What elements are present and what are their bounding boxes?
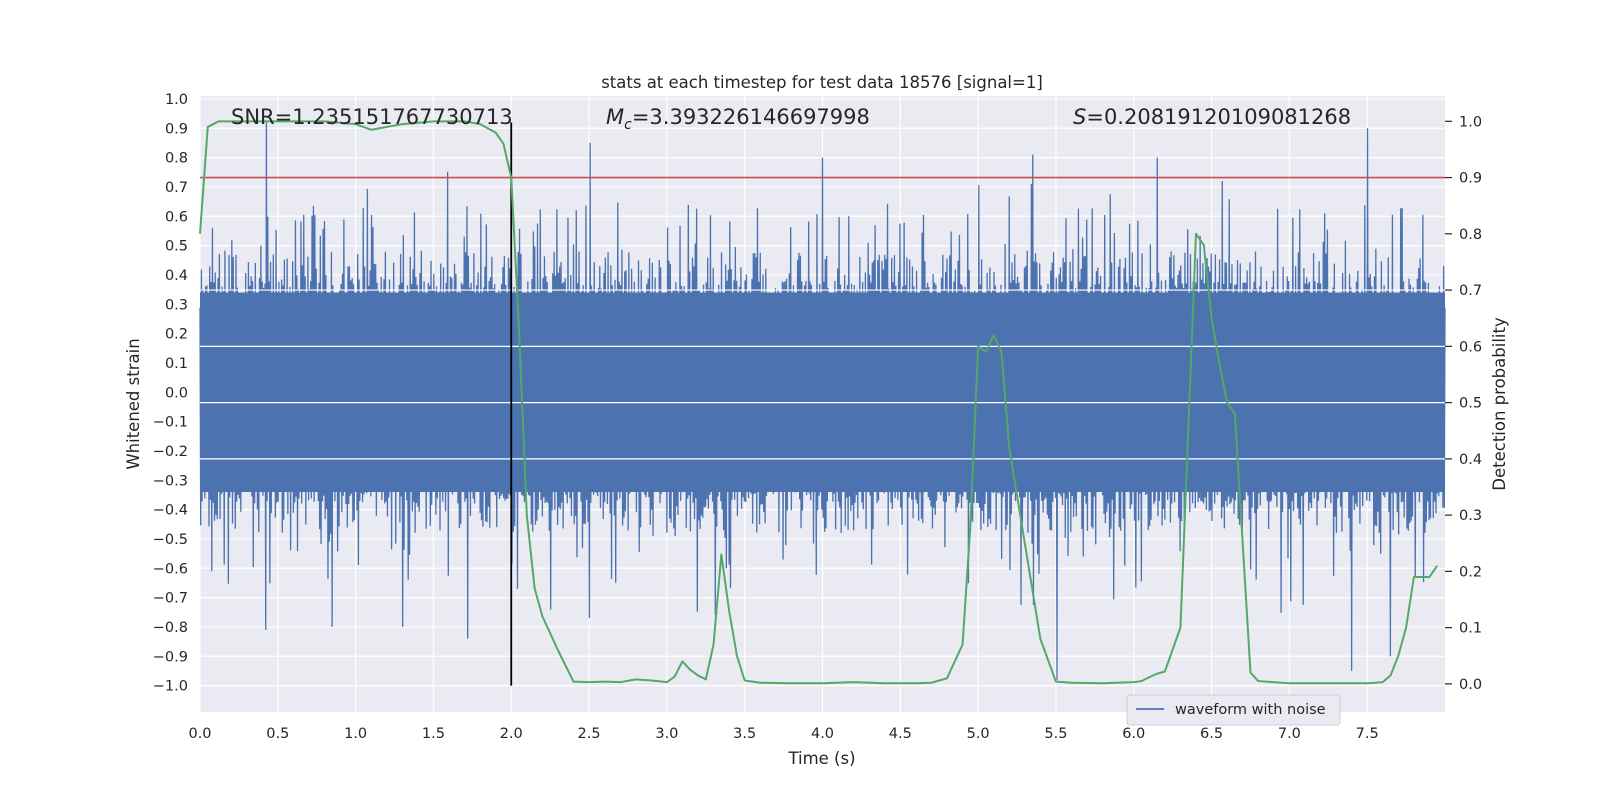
- x-tick-label: 2.5: [578, 726, 601, 742]
- right-tick-labels: 1.0 0.9 0.8 0.7 0.6 0.5 0.4 0.3 0.2 0.1 0.0: [1445, 114, 1482, 693]
- s-symbol: S: [1073, 105, 1086, 129]
- y-tick-label: 0.8: [165, 151, 188, 167]
- legend: waveform with noise: [1126, 694, 1341, 726]
- y-tick-label: −0.2: [153, 444, 188, 460]
- chirp-mass-subscript: c: [624, 117, 632, 133]
- x-tick-label: 4.0: [811, 726, 834, 742]
- x-tick-label: 5.5: [1044, 726, 1067, 742]
- chirp-mass-value: =3.393226146697998: [632, 105, 870, 129]
- y-tick-label: −0.6: [153, 561, 188, 577]
- x-tick-label: 3.5: [733, 726, 756, 742]
- x-tick-label: 2.0: [500, 726, 523, 742]
- probability-series: [199, 120, 1439, 685]
- y-tick-label: 0.1: [165, 356, 188, 372]
- right-axis-label: Detection probability: [1490, 317, 1509, 491]
- y-tick-label: −0.1: [153, 415, 188, 431]
- x-tick-label: 5.0: [967, 726, 990, 742]
- y-tick-label: −0.9: [153, 649, 188, 665]
- y2-tick-label: 0.2: [1459, 564, 1482, 580]
- y-tick-label: 0.6: [165, 209, 188, 225]
- y2-tick-label: 0.4: [1459, 452, 1482, 468]
- y-tick-label: 0.5: [165, 239, 188, 255]
- probability-line: [199, 120, 1439, 685]
- x-tick-label: 3.0: [655, 726, 678, 742]
- x-tick-label: 0.5: [266, 726, 289, 742]
- s-annotation: S=0.20819120109081268: [1073, 105, 1351, 129]
- chirp-mass-annotation: Mc=3.393226146697998: [606, 105, 870, 133]
- x-tick-label: 6.0: [1122, 726, 1145, 742]
- y-tick-labels: 1.0 0.9 0.8 0.7 0.6 0.5 0.4 0.3 0.2 0.1 0.0 −0.1 −0.…: [153, 92, 188, 695]
- y2-tick-label: 0.8: [1459, 227, 1482, 243]
- y2-tick-label: 0.1: [1459, 621, 1482, 637]
- y-tick-label: 0.7: [165, 180, 188, 196]
- y-tick-label: 0.4: [165, 268, 188, 284]
- x-tick-label: 6.5: [1200, 726, 1223, 742]
- chirp-mass-symbol: M: [606, 105, 624, 129]
- y2-tick-label: 1.0: [1459, 114, 1482, 130]
- y-tick-label: −0.4: [153, 503, 188, 519]
- y2-tick-label: 0.6: [1459, 339, 1482, 355]
- y-tick-label: 0.9: [165, 121, 188, 137]
- y-tick-label: 0.2: [165, 327, 188, 343]
- legend-box: [1126, 694, 1341, 726]
- y-tick-label: 1.0: [165, 92, 188, 108]
- y2-tick-label: 0.0: [1459, 677, 1482, 693]
- x-tick-label: 1.5: [422, 726, 445, 742]
- y-axis-label: Whitened strain: [124, 338, 143, 469]
- y-tick-label: −1.0: [153, 679, 188, 695]
- x-tick-label: 4.5: [889, 726, 912, 742]
- x-tick-labels: 0.0 0.5 1.0 1.5 2.0 2.5 3.0 3.5 4.0 4.5 5.0 5.5 6.0 6…: [188, 726, 1378, 742]
- y2-tick-label: 0.3: [1459, 508, 1482, 524]
- snr-annotation: SNR=1.235151767730713: [231, 105, 513, 129]
- y-tick-label: −0.5: [153, 532, 188, 548]
- x-tick-label: 1.0: [344, 726, 367, 742]
- x-tick-label: 7.0: [1278, 726, 1301, 742]
- x-axis-label: Time (s): [787, 749, 855, 768]
- y-tick-label: −0.7: [153, 591, 188, 607]
- y2-tick-label: 0.9: [1459, 171, 1482, 187]
- x-tick-label: 0.0: [188, 726, 211, 742]
- y-tick-label: −0.8: [153, 620, 188, 636]
- chart-title: stats at each timestep for test data 185…: [601, 73, 1043, 92]
- y-tick-label: 0.0: [165, 385, 188, 401]
- y-tick-label: −0.3: [153, 473, 188, 489]
- x-tick-label: 7.5: [1356, 726, 1379, 742]
- y2-tick-label: 0.7: [1459, 283, 1482, 299]
- legend-label: waveform with noise: [1175, 702, 1326, 718]
- y-tick-label: 0.3: [165, 297, 188, 313]
- y2-tick-label: 0.5: [1459, 396, 1482, 412]
- waveform-line: [199, 122, 1446, 680]
- s-value: =0.20819120109081268: [1086, 105, 1351, 129]
